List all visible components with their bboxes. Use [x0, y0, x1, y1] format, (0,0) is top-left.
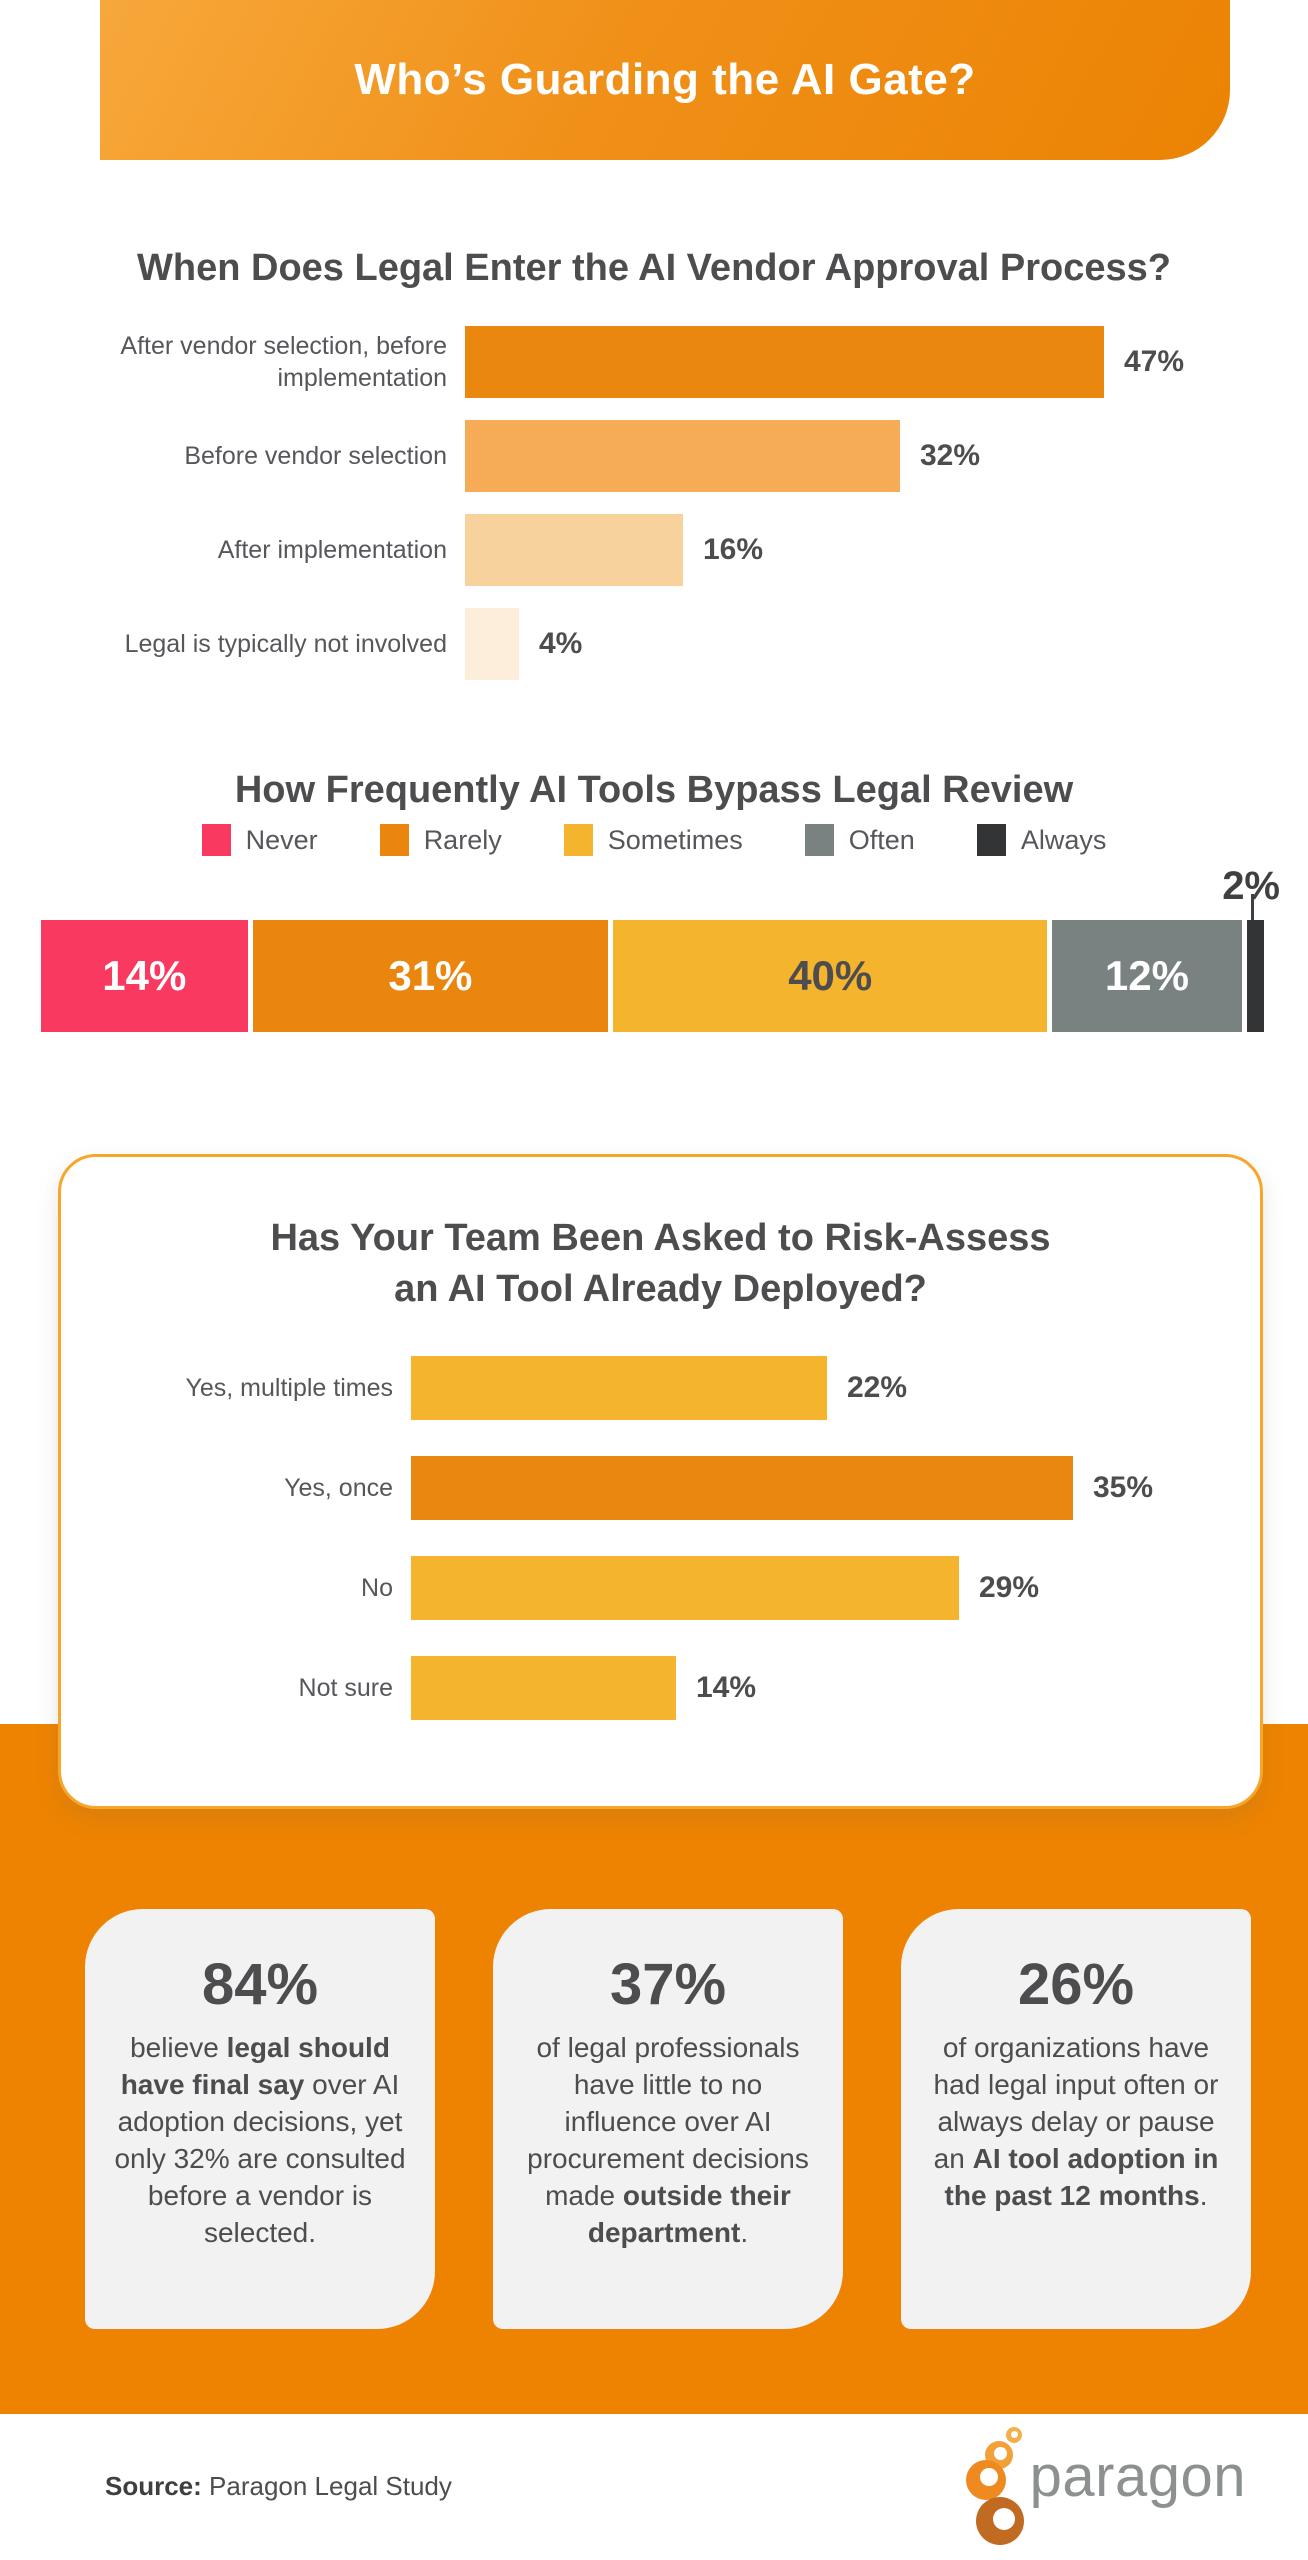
- stat-value: 37%: [609, 1952, 727, 2018]
- bar: [465, 419, 900, 492]
- stat-value: 26%: [1017, 1952, 1135, 2018]
- segment-value: 31%: [388, 952, 473, 1000]
- segment-value: 12%: [1104, 952, 1189, 1000]
- segment-value: 40%: [788, 952, 873, 1000]
- bar-row: Legal is typically not involved 4%: [0, 607, 1308, 680]
- paragon-rings-icon: [965, 2426, 1030, 2547]
- legend-label: Sometimes: [607, 824, 743, 855]
- stacked-segment-often: 12%: [1052, 920, 1242, 1033]
- callout-connector-line: [1251, 894, 1254, 921]
- bar: [411, 1355, 827, 1420]
- stat-card-row: 84% believe legal should have final say …: [85, 1909, 1308, 2330]
- legend-swatch-icon: [379, 824, 409, 857]
- bar-value: 29%: [979, 1570, 1040, 1604]
- paragon-logo: paragon: [965, 2426, 1246, 2547]
- bar-value: 35%: [1093, 1470, 1154, 1504]
- bar-label: No: [361, 1573, 393, 1602]
- legend-swatch-icon: [976, 824, 1006, 857]
- stacked-segment-rarely: 31%: [252, 920, 609, 1033]
- bar-value: 16%: [703, 532, 764, 566]
- risk-assess-chart: Yes, multiple times 22% Yes, once 35% No 29% N…: [61, 1355, 1260, 1720]
- bar-value: 32%: [920, 438, 981, 472]
- bar: [465, 607, 519, 680]
- bar: [465, 513, 683, 586]
- legend-label: Rarely: [423, 824, 502, 855]
- stacked-bar: 14% 31% 40% 12%: [41, 920, 1265, 1033]
- stat-text: of legal professionals have little to no…: [527, 2032, 809, 2248]
- source-text: Source: Paragon Legal Study: [105, 2471, 452, 2502]
- bar-value: 47%: [1124, 344, 1185, 378]
- bypass-review-chart-title: How Frequently AI Tools Bypass Legal Rev…: [234, 768, 1074, 811]
- bar-row: Before vendor selection 32%: [0, 419, 1308, 492]
- legend-label: Always: [1020, 824, 1107, 855]
- segment-value: 14%: [102, 952, 187, 1000]
- bypass-review-legend: Never Rarely Sometimes Often Always: [0, 823, 1308, 857]
- bar-label: After vendor selection, before implementa…: [120, 331, 447, 392]
- legend-swatch-icon: [804, 824, 834, 857]
- bar: [465, 325, 1104, 398]
- legend-swatch-icon: [201, 824, 231, 857]
- logo-ring-large: [965, 2459, 1006, 2500]
- legend-item: Rarely: [379, 824, 502, 857]
- legend-label: Often: [848, 824, 915, 855]
- bypass-review-chart: 2% 14% 31% 40% 12%: [41, 864, 1280, 1033]
- bar-row: Yes, multiple times 22%: [61, 1355, 1260, 1420]
- page-title: Who’s Guarding the AI Gate?: [354, 55, 976, 104]
- bar-row: Not sure 14%: [61, 1655, 1260, 1720]
- stacked-segment-sometimes: 40%: [613, 920, 1048, 1033]
- logo-ring-small: [1005, 2426, 1022, 2443]
- header-banner: Who’s Guarding the AI Gate?: [100, 0, 1230, 160]
- legend-item: Always: [976, 824, 1107, 857]
- vendor-approval-chart: After vendor selection, before implementa…: [0, 325, 1308, 680]
- legend-item: Often: [804, 824, 915, 857]
- vendor-approval-chart-title: When Does Legal Enter the AI Vendor Appr…: [137, 247, 1171, 289]
- bar-label: Before vendor selection: [184, 441, 447, 470]
- stacked-segment-always: [1246, 920, 1265, 1033]
- bar-row: No 29%: [61, 1555, 1260, 1620]
- logo-ring-xlarge: [975, 2496, 1024, 2545]
- bar-label: After implementation: [217, 535, 447, 564]
- bar-row: After implementation 16%: [0, 513, 1308, 586]
- bar-label: Yes, multiple times: [185, 1373, 394, 1402]
- bar-label: Not sure: [298, 1673, 393, 1702]
- risk-assess-title-line-1: Has Your Team Been Asked to Risk-Assess: [270, 1217, 1051, 1260]
- bar-value: 4%: [539, 626, 583, 660]
- bar-label: Yes, once: [284, 1473, 393, 1502]
- bar-value: 22%: [847, 1370, 908, 1404]
- risk-assess-title-line-2: an AI Tool Already Deployed?: [394, 1268, 927, 1311]
- logo-wordmark: paragon: [1029, 2443, 1246, 2509]
- bar: [411, 1455, 1073, 1520]
- bar-row: Yes, once 35%: [61, 1455, 1260, 1520]
- stat-card-37: 37% of legal professionals have little t…: [493, 1909, 843, 2330]
- footer: Source: Paragon Legal Study paragon: [0, 2414, 1308, 2560]
- bar: [411, 1555, 959, 1620]
- bar-row: After vendor selection, before implementa…: [0, 325, 1308, 398]
- risk-assess-card: Has Your Team Been Asked to Risk-Assess …: [58, 1154, 1263, 1810]
- risk-assess-chart-title: Has Your Team Been Asked to Risk-Assess …: [61, 1213, 1260, 1316]
- stat-text: of organizations have had legal input of…: [933, 2032, 1219, 2211]
- stacked-segment-never: 14%: [41, 920, 248, 1033]
- legend-item: Never: [201, 824, 318, 857]
- bar-label: Legal is typically not involved: [124, 629, 447, 658]
- legend-item: Sometimes: [563, 824, 743, 857]
- legend-swatch-icon: [563, 824, 593, 857]
- stat-card-26: 26% of organizations have had legal inpu…: [901, 1909, 1251, 2330]
- stat-card-84: 84% believe legal should have final say …: [85, 1909, 435, 2330]
- legend-label: Never: [245, 824, 318, 855]
- stat-text: believe legal should have final say over…: [114, 2032, 406, 2248]
- bar-value: 14%: [696, 1670, 757, 1704]
- stat-value: 84%: [201, 1952, 319, 2018]
- stats-section: 84% believe legal should have final say …: [0, 1724, 1308, 2415]
- bar: [411, 1655, 676, 1720]
